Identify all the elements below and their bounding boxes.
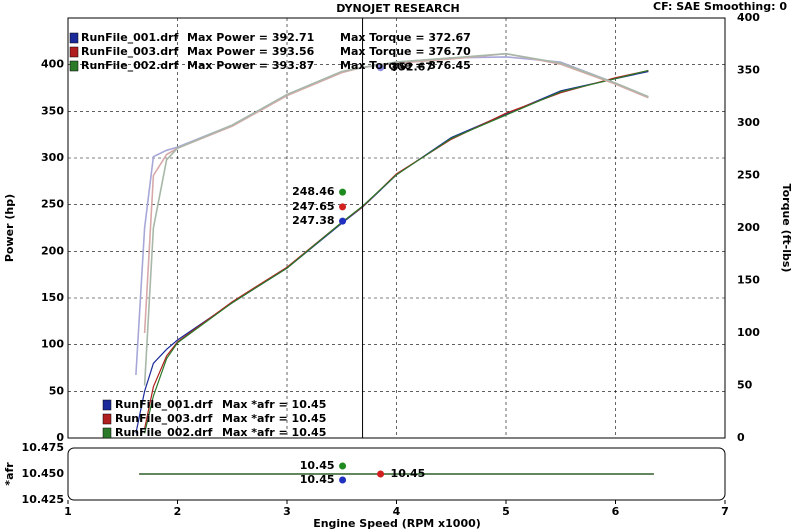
legend-torque: Max Torque = 372.67 [340,31,471,44]
y-tick-label: 10.425 [22,493,64,506]
x-tick-label: 3 [283,505,291,518]
cursor-value: 247.65 [292,200,334,213]
legend-swatch [69,60,79,72]
legend-value: Max *afr = 10.45 [222,412,326,425]
afr-axis-label: *afr [3,462,16,486]
x-tick-label: 7 [721,505,729,518]
y2-tick-label: 150 [737,274,760,287]
legend-swatch [102,413,112,425]
legend-name: RunFile_003.drf [115,412,213,425]
x-tick-label: 1 [64,505,72,518]
cursor-marker [339,188,347,196]
y-tick-label: 300 [41,151,64,164]
cursor-value: 248.46 [292,185,335,198]
cursor-marker [339,217,347,225]
legend-name: RunFile_002.drf [115,426,213,439]
chart-title: DYNOJET RESEARCH [336,2,459,15]
y-tick-label: 350 [41,104,64,117]
legend-name: RunFile_002.drf [81,59,179,72]
cursor-marker [377,64,385,72]
y2-tick-label: 250 [737,169,760,182]
x-tick-label: 2 [174,505,182,518]
settings-label: CF: SAE Smoothing: 0 [653,0,787,13]
y-axis-label: Power (hp) [3,194,16,262]
y-tick-label: 100 [41,338,64,351]
y2-axis-label: Torque (ft-lbs) [780,184,793,273]
legend-torque: Max Torque = 376.70 [340,45,471,58]
legend-swatch [69,46,79,58]
legend-value: Max Power = 393.56 [187,45,315,58]
y-tick-label: 10.475 [22,441,64,454]
data-line [144,69,649,434]
y2-tick-label: 350 [737,64,760,77]
y2-tick-label: 100 [737,326,760,339]
torque-line [143,52,649,386]
cursor-marker [339,476,347,484]
cursor-marker [339,203,347,211]
legend-name: RunFile_001.drf [115,398,213,411]
x-axis-label: Engine Speed (RPM x1000) [313,517,481,530]
cursor-value: 352.67 [391,61,433,74]
y-tick-label: 150 [41,291,64,304]
x-tick-label: 5 [502,505,510,518]
y-tick-label: 10.450 [22,467,65,480]
legend-value: Max Power = 393.87 [187,59,314,72]
legend-name: RunFile_003.drf [81,45,179,58]
y2-tick-label: 400 [737,11,760,24]
legend-value: Max Power = 392.71 [187,31,314,44]
legend-value: Max *afr = 10.45 [222,398,326,411]
y-tick-label: 400 [41,58,64,71]
legend-value: Max *afr = 10.45 [222,426,326,439]
legend-name: RunFile_001.drf [81,31,179,44]
cursor-value: 247.38 [292,214,334,227]
legend-swatch [102,427,112,439]
cursor-value: 10.45 [391,467,426,480]
y2-tick-label: 0 [737,431,745,444]
cursor-value: 10.45 [300,459,335,472]
y-tick-label: 0 [56,431,64,444]
legend-torque: Max Torque = 376.45 [340,59,471,72]
y2-tick-label: 200 [737,221,760,234]
x-tick-label: 4 [393,505,401,518]
legend-swatch [102,399,112,411]
cursor-marker [377,470,385,478]
y-tick-label: 50 [49,384,65,397]
y-tick-label: 200 [41,244,64,257]
legend-swatch [69,32,79,44]
y-tick-label: 250 [41,198,64,211]
y2-tick-label: 300 [737,116,760,129]
x-tick-label: 6 [612,505,620,518]
cursor-value: 10.45 [300,473,335,486]
y2-tick-label: 50 [737,379,753,392]
cursor-marker [339,462,347,470]
